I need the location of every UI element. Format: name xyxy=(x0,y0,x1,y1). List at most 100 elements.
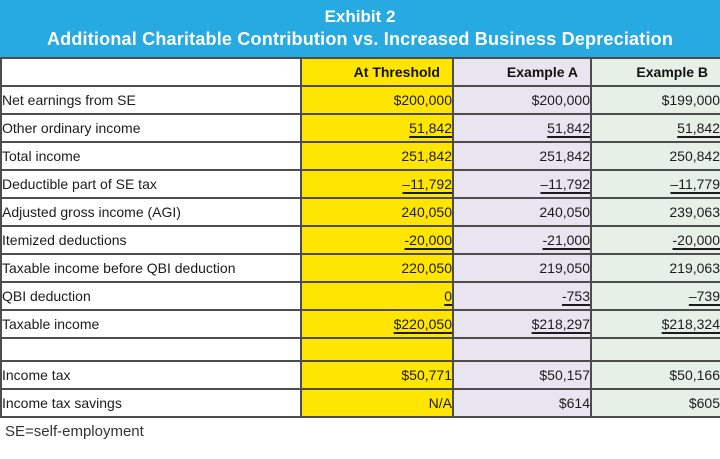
table-row: Taxable income before QBI deduction 220,0… xyxy=(0,253,720,283)
header-at-threshold: At Threshold xyxy=(300,57,454,87)
cell-value: 51,842 xyxy=(409,120,452,136)
table-row: Adjusted gross income (AGI) 240,050 240,05… xyxy=(0,197,720,227)
row-label: Taxable income xyxy=(0,309,302,339)
cell-example-a xyxy=(452,337,592,362)
exhibit-title: Exhibit 2 xyxy=(324,7,396,27)
footnote: SE=self-employment xyxy=(5,423,144,440)
row-label: Total income xyxy=(0,141,302,171)
table-row: Itemized deductions -20,000 -21,000 -20,000 xyxy=(0,225,720,255)
table-row: Other ordinary income 51,842 51,842 51,842 xyxy=(0,113,720,143)
cell-at-threshold: 251,842 xyxy=(300,141,454,171)
row-label: Itemized deductions xyxy=(0,225,302,255)
cell-value: $50,166 xyxy=(669,367,720,383)
cell-value: $220,050 xyxy=(393,316,452,332)
cell-at-threshold: 220,050 xyxy=(300,253,454,283)
cell-value: $614 xyxy=(558,395,590,411)
spacer-row xyxy=(0,337,720,362)
cell-value: -20,000 xyxy=(672,232,720,248)
row-label xyxy=(0,337,302,362)
cell-example-a: $50,157 xyxy=(452,360,592,390)
cell-example-b: $218,324 xyxy=(590,309,720,339)
cell-at-threshold: 240,050 xyxy=(300,197,454,227)
cell-value: –11,792 xyxy=(540,176,590,192)
cell-example-a: 240,050 xyxy=(452,197,592,227)
cell-example-b: $605 xyxy=(590,388,720,418)
table-row: Net earnings from SE $200,000 $200,000 $199… xyxy=(0,85,720,115)
cell-at-threshold: $50,771 xyxy=(300,360,454,390)
cell-value: 239,063 xyxy=(669,204,720,220)
cell-example-b: 239,063 xyxy=(590,197,720,227)
cell-example-a: 219,050 xyxy=(452,253,592,283)
header-example-b: Example B xyxy=(590,57,720,87)
table-row: Deductible part of SE tax –11,792 –11,792 –… xyxy=(0,169,720,199)
header-empty-cell xyxy=(0,57,302,87)
cell-at-threshold: $220,050 xyxy=(300,309,454,339)
cell-example-b xyxy=(590,337,720,362)
table-row: Income tax $50,771 $50,157 $50,166 xyxy=(0,360,720,390)
cell-value: 251,842 xyxy=(539,148,590,164)
cell-at-threshold: -20,000 xyxy=(300,225,454,255)
cell-at-threshold: $200,000 xyxy=(300,85,454,115)
cell-value: 251,842 xyxy=(401,148,452,164)
cell-example-b: –739 xyxy=(590,281,720,311)
cell-example-a: 251,842 xyxy=(452,141,592,171)
cell-value: -21,000 xyxy=(542,232,590,248)
cell-value: -753 xyxy=(561,288,590,304)
cell-value: $50,157 xyxy=(539,367,590,383)
cell-at-threshold: 51,842 xyxy=(300,113,454,143)
cell-example-b: $199,000 xyxy=(590,85,720,115)
cell-value: 240,050 xyxy=(401,204,452,220)
cell-example-b: 51,842 xyxy=(590,113,720,143)
cell-value: $200,000 xyxy=(393,92,452,108)
row-label: Adjusted gross income (AGI) xyxy=(0,197,302,227)
cell-value: –739 xyxy=(688,288,720,304)
cell-value: $200,000 xyxy=(531,92,590,108)
cell-at-threshold: 0 xyxy=(300,281,454,311)
row-label: Net earnings from SE xyxy=(0,85,302,115)
cell-example-a: -753 xyxy=(452,281,592,311)
cell-value: 219,050 xyxy=(539,260,590,276)
cell-value: $605 xyxy=(688,395,720,411)
cell-value: 240,050 xyxy=(539,204,590,220)
cell-value: 0 xyxy=(444,288,452,304)
cell-example-a: $200,000 xyxy=(452,85,592,115)
cell-at-threshold: –11,792 xyxy=(300,169,454,199)
cell-value: $50,771 xyxy=(401,367,452,383)
row-label: Income tax xyxy=(0,360,302,390)
cell-value: 250,842 xyxy=(669,148,720,164)
cell-value: 51,842 xyxy=(547,120,590,136)
cell-at-threshold: N/A xyxy=(300,388,454,418)
cell-example-b: 250,842 xyxy=(590,141,720,171)
cell-example-a: –11,792 xyxy=(452,169,592,199)
row-label: Income tax savings xyxy=(0,388,302,418)
cell-value: 51,842 xyxy=(677,120,720,136)
cell-value: –11,779 xyxy=(670,176,720,192)
cell-value: $218,324 xyxy=(661,316,720,332)
cell-value: -20,000 xyxy=(404,232,452,248)
cell-value: N/A xyxy=(428,395,452,411)
row-label: Deductible part of SE tax xyxy=(0,169,302,199)
cell-value: 220,050 xyxy=(401,260,452,276)
cell-example-b: –11,779 xyxy=(590,169,720,199)
cell-value: –11,792 xyxy=(402,176,452,192)
cell-example-a: -21,000 xyxy=(452,225,592,255)
table-row: Taxable income $220,050 $218,297 $218,324 xyxy=(0,309,720,339)
table-row: Income tax savings N/A $614 $605 xyxy=(0,388,720,418)
cell-example-b: -20,000 xyxy=(590,225,720,255)
table-row: QBI deduction 0 -753 –739 xyxy=(0,281,720,311)
cell-value: 219,063 xyxy=(669,260,720,276)
row-label: QBI deduction xyxy=(0,281,302,311)
exhibit-table: At Threshold Example A Example B Net ear… xyxy=(0,57,720,418)
header-example-a: Example A xyxy=(452,57,592,87)
cell-example-a: $218,297 xyxy=(452,309,592,339)
row-label: Other ordinary income xyxy=(0,113,302,143)
cell-value: $199,000 xyxy=(661,92,720,108)
cell-example-a: $614 xyxy=(452,388,592,418)
table-row: Total income 251,842 251,842 250,842 xyxy=(0,141,720,171)
table-body: Net earnings from SE $200,000 $200,000 $199… xyxy=(0,85,720,418)
header-row: At Threshold Example A Example B xyxy=(0,57,720,87)
exhibit-subtitle: Additional Charitable Contribution vs. I… xyxy=(46,29,674,50)
cell-example-b: $50,166 xyxy=(590,360,720,390)
cell-example-a: 51,842 xyxy=(452,113,592,143)
